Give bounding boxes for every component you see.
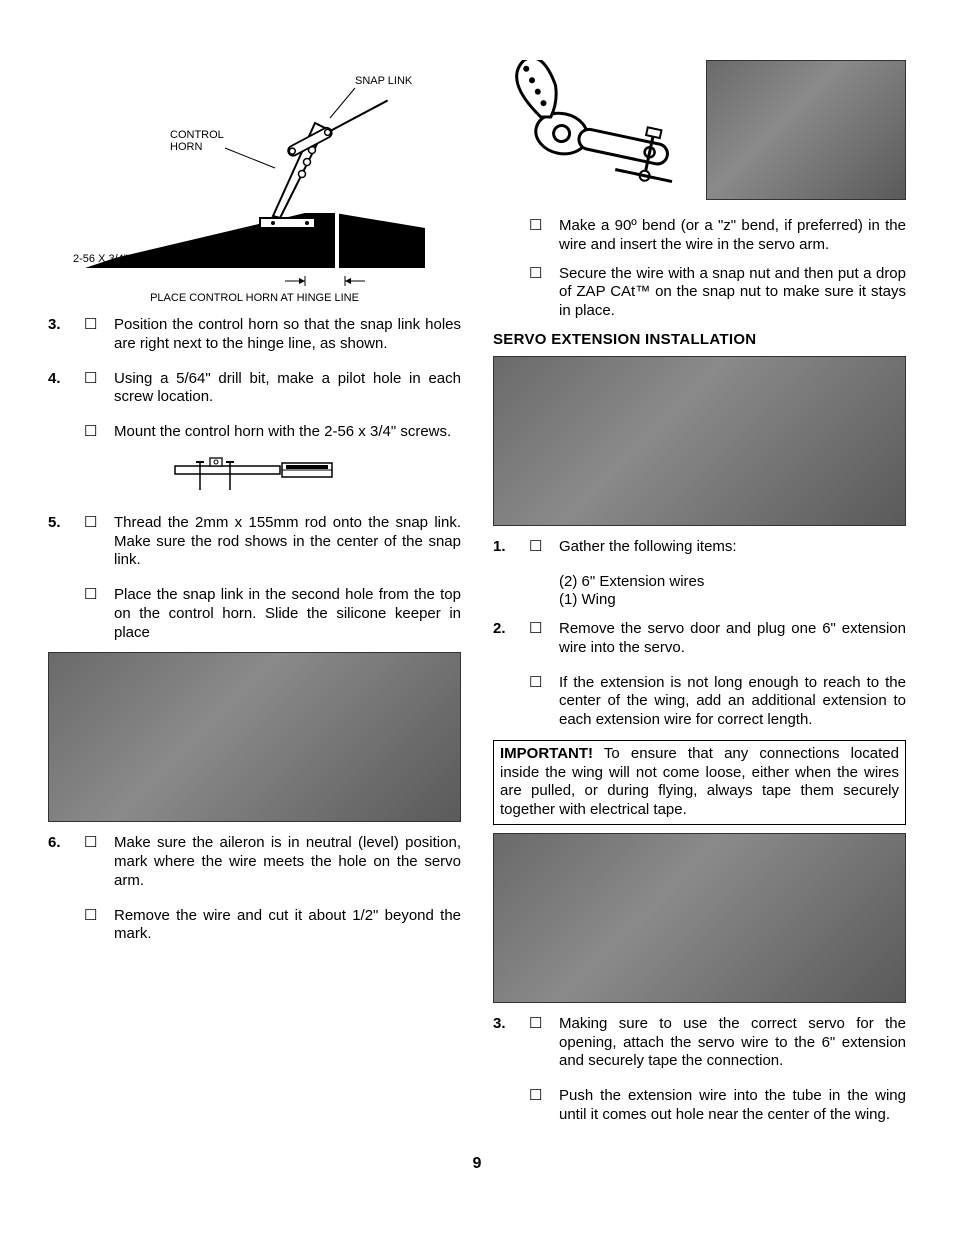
- step-number: 6.: [48, 834, 84, 900]
- step-6: 6. ☐ Make sure the aileron is in neutral…: [48, 834, 461, 900]
- label-controlhorn-2: HORN: [170, 141, 202, 153]
- step-text: Making sure to use the correct servo for…: [559, 1015, 906, 1071]
- step-number: 3.: [493, 1015, 529, 1081]
- step-text: Remove the servo door and plug one 6" ex…: [559, 620, 906, 658]
- label-screws: 2-56 X 3/4" SCREWS: [73, 253, 179, 265]
- important-box: IMPORTANT! To ensure that any connection…: [493, 740, 906, 825]
- step-text: Thread the 2mm x 155mm rod onto the snap…: [114, 514, 461, 570]
- figure-servo-arm-photo: [706, 60, 907, 205]
- checkbox-icon: ☐: [84, 834, 114, 890]
- label-snaplink: SNAP LINK: [355, 75, 413, 87]
- page-number: 9: [48, 1155, 906, 1173]
- checkbox-icon: ☐: [84, 423, 114, 442]
- step-text: Make a 90º bend (or a "z" bend, if prefe…: [559, 217, 906, 255]
- checkbox-icon: ☐: [84, 514, 114, 570]
- step-text: Push the extension wire into the tube in…: [559, 1087, 906, 1125]
- step-r1: 1. ☐ Gather the following items:: [493, 538, 906, 567]
- step-text: Remove the wire and cut it about 1/2" be…: [114, 907, 461, 945]
- step-3: 3. ☐ Position the control horn so that t…: [48, 316, 461, 364]
- step-text: Place the snap link in the second hole f…: [114, 586, 461, 642]
- step-number: 3.: [48, 316, 84, 364]
- checkbox-icon: ☐: [84, 586, 114, 642]
- step-number: 5.: [48, 514, 84, 580]
- checkbox-icon: ☐: [84, 370, 114, 408]
- checkbox-icon: ☐: [84, 907, 114, 945]
- list-item: (2) 6" Extension wires: [559, 573, 906, 592]
- step-number: 1.: [493, 538, 529, 567]
- step-r3: 3. ☐ Making sure to use the correct serv…: [493, 1015, 906, 1081]
- checkbox-icon: ☐: [529, 1087, 559, 1125]
- step-number: 2.: [493, 620, 529, 668]
- page-columns: SNAP LINK CONTROL HORN 2-56 X 3/4" SCREW…: [48, 60, 906, 1135]
- checkbox-icon: ☐: [84, 316, 114, 354]
- left-column: SNAP LINK CONTROL HORN 2-56 X 3/4" SCREW…: [48, 60, 461, 1135]
- step-4: 4. ☐ Using a 5/64" drill bit, make a pil…: [48, 370, 461, 418]
- step-text: Using a 5/64" drill bit, make a pilot ho…: [114, 370, 461, 408]
- step-text: Position the control horn so that the sn…: [114, 316, 461, 354]
- figure-servo-arm-drawing: [493, 60, 694, 205]
- checkbox-icon: ☐: [529, 674, 559, 730]
- step-5: 5. ☐ Thread the 2mm x 155mm rod onto the…: [48, 514, 461, 580]
- figure-side-view: [48, 452, 461, 502]
- figure-caption: PLACE CONTROL HORN AT HINGE LINE: [48, 292, 461, 304]
- checkbox-icon: ☐: [529, 538, 559, 557]
- figure-photo-aileron: [48, 652, 461, 822]
- label-controlhorn-1: CONTROL: [170, 129, 224, 141]
- step-number: 4.: [48, 370, 84, 418]
- step-text: If the extension is not long enough to r…: [559, 674, 906, 730]
- figure-pair-servo-arm: [493, 60, 906, 205]
- step-text: Make sure the aileron is in neutral (lev…: [114, 834, 461, 890]
- step-text: Secure the wire with a snap nut and then…: [559, 265, 906, 321]
- figure-control-horn: SNAP LINK CONTROL HORN 2-56 X 3/4" SCREW…: [48, 68, 461, 288]
- important-label: IMPORTANT!: [500, 745, 593, 762]
- checkbox-icon: ☐: [529, 265, 559, 321]
- figure-extension-wires: [493, 356, 906, 526]
- right-column: ☐ Make a 90º bend (or a "z" bend, if pre…: [493, 60, 906, 1135]
- list-item: (1) Wing: [559, 591, 906, 610]
- step-text: Mount the control horn with the 2-56 x 3…: [114, 423, 461, 442]
- step-text: Gather the following items:: [559, 538, 906, 557]
- figure-wing: [493, 833, 906, 1003]
- gather-list: (2) 6" Extension wires (1) Wing: [559, 573, 906, 611]
- control-horn-diagram: SNAP LINK CONTROL HORN 2-56 X 3/4" SCREW…: [55, 68, 455, 288]
- checkbox-icon: ☐: [529, 217, 559, 255]
- checkbox-icon: ☐: [529, 1015, 559, 1071]
- checkbox-icon: ☐: [529, 620, 559, 658]
- section-title: SERVO EXTENSION INSTALLATION: [493, 331, 906, 348]
- step-r2: 2. ☐ Remove the servo door and plug one …: [493, 620, 906, 668]
- side-view-diagram: [170, 452, 340, 502]
